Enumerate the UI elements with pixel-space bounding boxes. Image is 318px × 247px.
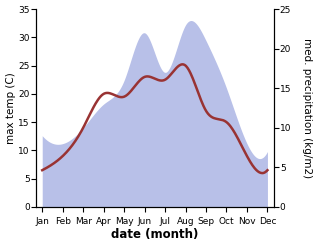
Y-axis label: med. precipitation (kg/m2): med. precipitation (kg/m2) (302, 38, 313, 178)
X-axis label: date (month): date (month) (111, 228, 198, 242)
Y-axis label: max temp (C): max temp (C) (5, 72, 16, 144)
